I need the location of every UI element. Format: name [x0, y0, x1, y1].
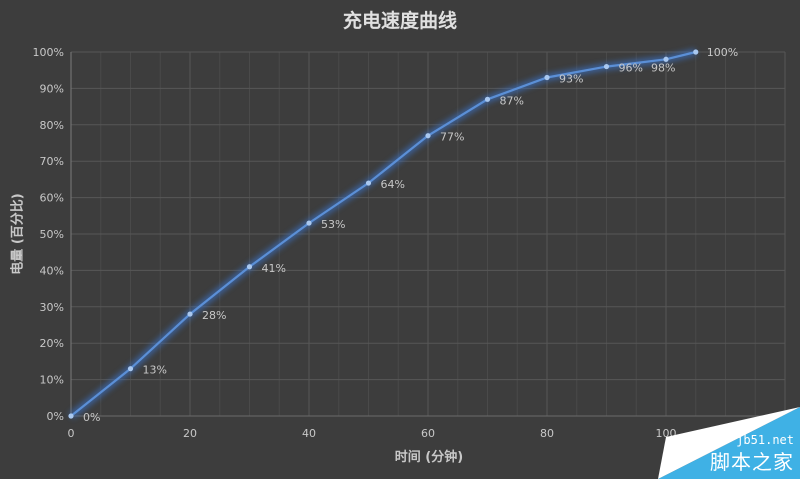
x-tick-label: 80 [540, 427, 554, 440]
y-tick-label: 50% [40, 228, 64, 241]
y-tick-label: 0% [47, 410, 64, 423]
y-tick-label: 70% [40, 155, 64, 168]
data-point [484, 96, 491, 102]
x-tick-label: 20 [183, 427, 197, 440]
data-point [127, 366, 134, 372]
data-label: 77% [440, 131, 464, 144]
data-label: 13% [143, 364, 167, 377]
data-point [603, 63, 610, 70]
y-tick-label: 60% [40, 192, 64, 205]
x-tick-label: 40 [302, 427, 316, 440]
data-point [68, 413, 74, 419]
data-point [365, 180, 372, 186]
x-axis-label: 时间 (分钟) [394, 450, 464, 465]
data-point [693, 49, 699, 55]
data-point [425, 133, 431, 139]
data-label: 98% [651, 61, 675, 74]
watermark: jb51.net 脚本之家 [658, 407, 800, 479]
y-tick-label: 20% [40, 337, 64, 350]
data-series: 0% 13% 28% 41% 53% 64% 77% 87% 93% 96% 98% 100% [68, 46, 738, 424]
y-tick-label: 100% [33, 46, 64, 59]
data-point [663, 56, 669, 62]
data-label: 53% [321, 218, 345, 231]
axes: 0% 10% 20% 30% 40% 50% 60% 70% 80% 90% 100% 0 20 40 60… [33, 46, 796, 440]
data-label: 64% [381, 178, 405, 191]
grid-lines [70, 51, 786, 417]
watermark-domain: jb51.net [736, 433, 794, 447]
watermark-name: 脚本之家 [710, 450, 794, 474]
data-point [306, 220, 312, 226]
data-label: 0% [83, 411, 100, 424]
x-tick-label: 0 [68, 427, 75, 440]
data-label: 28% [202, 309, 226, 322]
y-tick-label: 40% [40, 264, 64, 277]
series-line [70, 50, 697, 417]
data-point [246, 264, 253, 270]
data-point [544, 74, 550, 81]
data-label: 93% [559, 72, 583, 85]
x-tick-label: 60 [421, 427, 435, 440]
data-label: 87% [500, 94, 524, 107]
data-point [187, 311, 193, 317]
y-tick-label: 80% [40, 119, 64, 132]
y-tick-label: 10% [40, 374, 64, 387]
chart-title: 充电速度曲线 [342, 10, 457, 32]
data-label: 96% [619, 62, 643, 75]
data-label: 41% [262, 262, 286, 275]
data-label: 100% [707, 46, 738, 59]
y-tick-label: 90% [40, 82, 64, 95]
y-tick-label: 30% [40, 301, 64, 314]
